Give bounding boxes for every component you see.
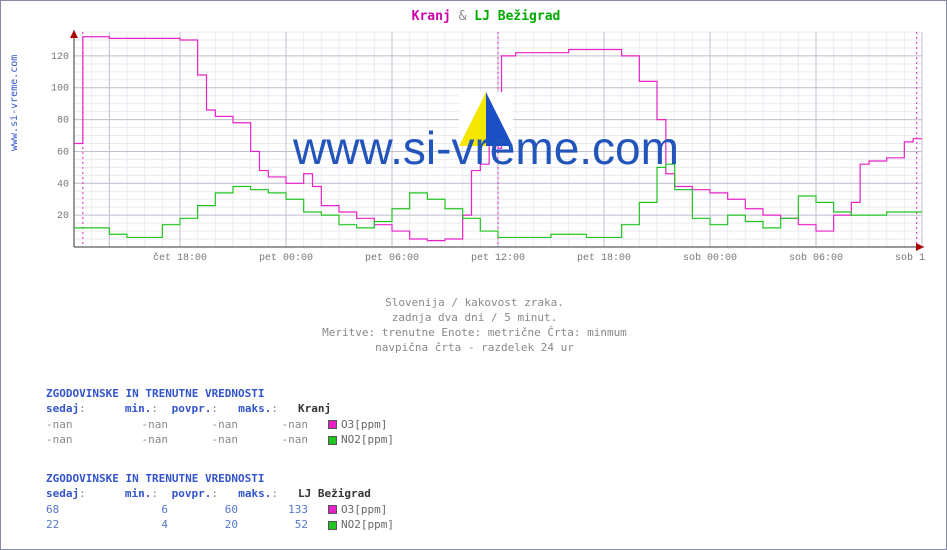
svg-text:pet 06:00: pet 06:00 <box>365 253 419 264</box>
stats-header: ZGODOVINSKE IN TRENUTNE VREDNOSTI <box>46 471 394 486</box>
stats-col-headers: sedaj:min.:povpr.:maks.:LJ Bežigrad <box>46 486 394 501</box>
svg-text:pet 12:00: pet 12:00 <box>471 253 525 264</box>
series-label: O3[ppm] <box>316 502 387 517</box>
series-chip-icon <box>328 521 337 530</box>
location-name: Kranj <box>286 401 331 416</box>
chart-container: Kranj & LJ Bežigrad čet 18:00 pet 00:00 pe… <box>46 6 926 286</box>
stats-row: 2242052NO2[ppm] <box>46 517 394 532</box>
stats-row: -nan-nan-nan-nanO3[ppm] <box>46 417 394 432</box>
chart-title: Kranj & LJ Bežigrad <box>46 6 926 30</box>
watermark-logo-icon <box>459 92 513 146</box>
caption-line: Slovenija / kakovost zraka. <box>1 296 947 311</box>
stats-block: ZGODOVINSKE IN TRENUTNE VREDNOSTIsedaj:m… <box>46 471 394 533</box>
stats-row: 68660133O3[ppm] <box>46 502 394 517</box>
chart-caption: Slovenija / kakovost zraka. zadnja dva d… <box>1 296 947 355</box>
caption-line: Meritve: trenutne Enote: metrične Črta: … <box>1 326 947 341</box>
stats-header: ZGODOVINSKE IN TRENUTNE VREDNOSTI <box>46 386 394 401</box>
stats-block: ZGODOVINSKE IN TRENUTNE VREDNOSTIsedaj:m… <box>46 386 394 448</box>
svg-text:pet 00:00: pet 00:00 <box>259 253 313 264</box>
svg-text:20: 20 <box>57 211 69 222</box>
svg-text:40: 40 <box>57 179 69 190</box>
plot-svg: čet 18:00 pet 00:00 pet 06:00 pet 12:00 pet … <box>46 30 926 285</box>
svg-text:čet 18:00: čet 18:00 <box>153 252 207 264</box>
caption-line: navpična črta - razdelek 24 ur <box>1 341 947 356</box>
svg-text:sob 12:00: sob 12:00 <box>895 252 926 264</box>
series-chip-icon <box>328 505 337 514</box>
svg-text:120: 120 <box>51 52 69 63</box>
title-loc-b: LJ Bežigrad <box>474 9 560 24</box>
svg-text:sob 06:00: sob 06:00 <box>789 252 843 264</box>
stats-row: -nan-nan-nan-nanNO2[ppm] <box>46 432 394 447</box>
svg-text:pet 18:00: pet 18:00 <box>577 253 631 264</box>
series-chip-icon <box>328 436 337 445</box>
svg-text:100: 100 <box>51 84 69 95</box>
title-sep: & <box>459 9 467 24</box>
title-loc-a: Kranj <box>412 9 451 24</box>
svg-text:80: 80 <box>57 116 69 127</box>
chart-plot: čet 18:00 pet 00:00 pet 06:00 pet 12:00 pet … <box>46 30 926 265</box>
series-label: O3[ppm] <box>316 417 387 432</box>
svg-text:60: 60 <box>57 147 69 158</box>
series-label: NO2[ppm] <box>316 517 394 532</box>
stats-col-headers: sedaj:min.:povpr.:maks.:Kranj <box>46 401 394 416</box>
location-name: LJ Bežigrad <box>286 486 371 501</box>
caption-line: zadnja dva dni / 5 minut. <box>1 311 947 326</box>
series-chip-icon <box>328 420 337 429</box>
series-label: NO2[ppm] <box>316 432 394 447</box>
svg-text:sob 00:00: sob 00:00 <box>683 252 737 264</box>
side-watermark: www.si-vreme.com <box>9 55 20 151</box>
